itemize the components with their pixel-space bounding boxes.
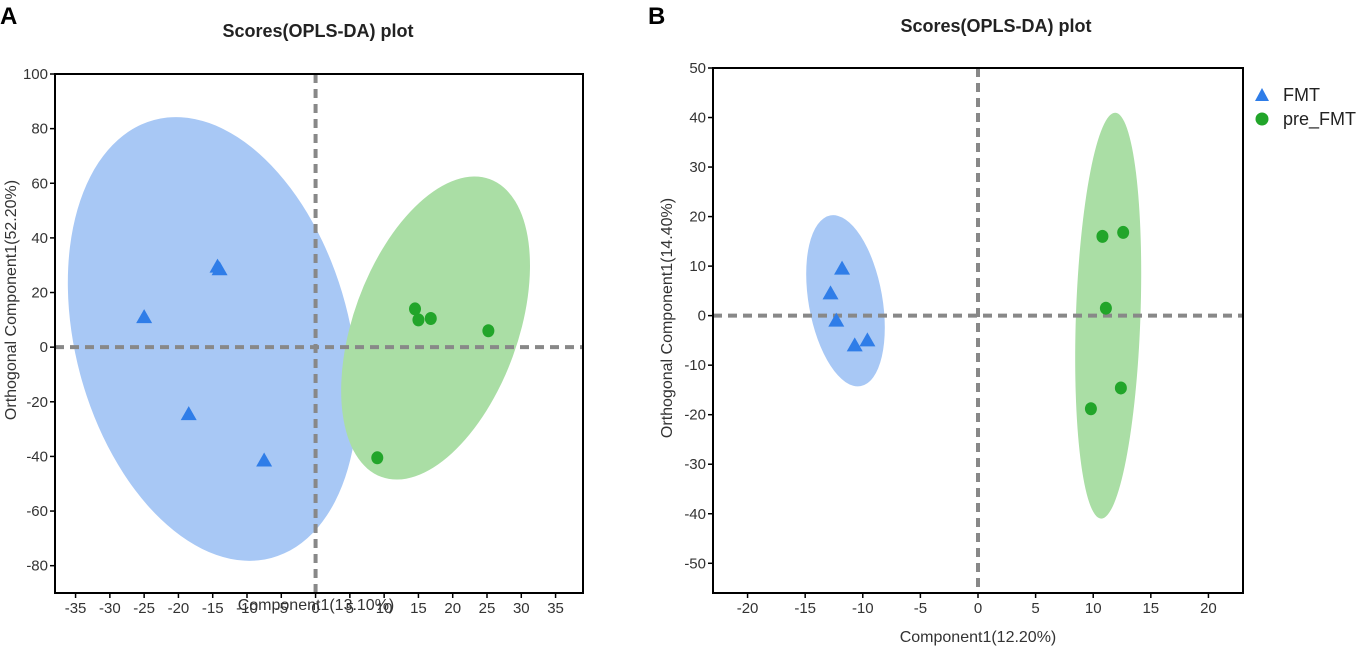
chart-b-x-tick-label: 20: [1200, 600, 1217, 617]
chart-a-x-tick-label: 20: [444, 600, 461, 617]
chart-a-plot-frame: [54, 73, 584, 594]
chart-a-y-tick-label: 100: [23, 66, 48, 83]
chart-b-x-tick-label: 10: [1085, 600, 1102, 617]
chart-a-point-pre-fmt-0: [409, 302, 421, 316]
legend-label-fmt: FMT: [1283, 85, 1320, 105]
chart-b-x-tick-label: -20: [737, 600, 759, 617]
chart-a-y-tick-label: 40: [31, 230, 48, 247]
legend-label-pre-fmt: pre_FMT: [1283, 109, 1356, 130]
chart-a-y-tick-label: 60: [31, 175, 48, 192]
chart-a-x-tick-label: -15: [202, 600, 224, 617]
chart-b-point-fmt-4: [859, 332, 876, 347]
chart-b-point-pre-fmt-0: [1096, 229, 1109, 243]
chart-b-x-tick-label: -10: [852, 600, 874, 617]
chart-b-x-tick-label: 15: [1142, 600, 1159, 617]
chart-b-point-fmt-3: [846, 337, 863, 352]
chart-a-x-tick-label: -25: [133, 600, 155, 617]
chart-b-y-axis-label: Orthogonal Component1(14.40%): [659, 198, 676, 438]
chart-b-title: Scores(OPLS-DA) plot: [900, 16, 1091, 36]
chart-b-x-tick-label: -5: [914, 600, 927, 617]
panel-a-letter: A: [0, 3, 17, 30]
chart-a-x-tick-label: 30: [513, 600, 530, 617]
chart-b-point-pre-fmt-2: [1099, 301, 1112, 315]
chart-b-x-tick-label: 0: [974, 600, 982, 617]
chart-a-point-fmt-2: [211, 261, 228, 276]
chart-b-y-tick-label: -30: [684, 456, 706, 473]
chart-a-point-fmt-3: [180, 406, 197, 421]
chart-a-x-tick-label: 5: [346, 600, 354, 617]
chart-a-x-tick-label: -10: [236, 600, 258, 617]
chart-panel-b: B Scores(OPLS-DA) plot -20 -15 -10 -5 0 5 10 15…: [648, 3, 1244, 646]
chart-b-y-tick-label: 10: [689, 258, 706, 275]
chart-b-confidence-ellipse-fmt: [806, 215, 885, 387]
chart-panel-a: A Scores(OPLS-DA) plot -35 -30 -25 -20 -15 -1…: [0, 3, 584, 617]
chart-a-x-tick-label: -35: [65, 600, 87, 617]
chart-a-y-tick-label: -60: [26, 503, 48, 520]
chart-b-point-fmt-0: [834, 260, 851, 275]
chart-b-x-tick-label: 5: [1031, 600, 1039, 617]
chart-a-y-tick-label: 20: [31, 285, 48, 302]
chart-b-plot-area: -20 -15 -10 -5 0 5 10 15 20-50-40-30-20-10010203…: [684, 60, 1244, 617]
chart-a-point-pre-fmt-1: [412, 313, 425, 327]
chart-a-x-tick-label: 10: [376, 600, 393, 617]
chart-a-point-fmt-0: [136, 309, 153, 324]
chart-a-y-tick-label: -20: [26, 394, 48, 411]
chart-a-confidence-ellipse-pre-fmt: [341, 176, 530, 480]
chart-b-y-tick-label: -50: [684, 555, 706, 572]
chart-a-point-fmt-4: [256, 452, 273, 467]
chart-a-x-tick-label: 25: [479, 600, 496, 617]
chart-a-x-tick-label: 15: [410, 600, 427, 617]
chart-b-y-tick-label: 40: [689, 110, 706, 127]
chart-b-y-tick-label: 50: [689, 60, 706, 77]
chart-b-x-tick-label: -15: [794, 600, 816, 617]
chart-b-y-tick-label: 0: [698, 308, 706, 325]
chart-b-point-fmt-1: [822, 285, 839, 300]
chart-a-x-tick-label: 35: [547, 600, 564, 617]
chart-b-point-pre-fmt-4: [1084, 402, 1097, 416]
chart-b-point-fmt-2: [828, 312, 845, 327]
chart-b-point-pre-fmt-3: [1114, 381, 1127, 395]
chart-a-ellipses: [67, 117, 530, 561]
chart-a-x-tick-label: 0: [311, 600, 319, 617]
chart-a-confidence-ellipse-fmt: [67, 117, 358, 561]
chart-a-x-tick-label: -5: [275, 600, 288, 617]
legend-pre-fmt-circle-icon: [1255, 112, 1269, 126]
chart-b-y-tick-label: -20: [684, 407, 706, 424]
chart-a-point-pre-fmt-3: [482, 324, 495, 338]
chart-a-y-axis-label: Orthogonal Component1(52.20%): [3, 180, 20, 420]
chart-b-x-axis-label: Component1(12.20%): [900, 629, 1057, 646]
chart-a-plot-area: -35 -30 -25 -20 -15 -10 -5 0 5 10 15 20 25 30 35 -80 -60…: [23, 66, 584, 617]
chart-b-y-tick-label: -10: [684, 357, 706, 374]
chart-a-x-axis-label: Component1(13.10%): [238, 597, 395, 614]
chart-a-x-tick-label: -20: [168, 600, 190, 617]
chart-a-title: Scores(OPLS-DA) plot: [222, 21, 413, 41]
panel-b-letter: B: [648, 3, 665, 30]
chart-a-y-tick-label: -80: [26, 558, 48, 575]
chart-a-y-tick-label: 80: [31, 121, 48, 138]
legend-fmt-triangle-icon: [1255, 88, 1269, 101]
chart-a-point-pre-fmt-4: [371, 451, 384, 465]
chart-a-y-tick-label: -40: [26, 448, 48, 465]
chart-b-y-tick-label: 30: [689, 159, 706, 176]
chart-b-point-pre-fmt-1: [1117, 225, 1130, 239]
chart-b-y-tick-label: 20: [689, 209, 706, 226]
chart-a-x-tick-label: -30: [99, 600, 121, 617]
chart-b-y-tick-label: -40: [684, 506, 706, 523]
chart-a-point-pre-fmt-2: [424, 311, 437, 325]
chart-a-y-tick-label: 0: [40, 339, 48, 356]
legend: FMT pre_FMT: [1255, 85, 1356, 130]
